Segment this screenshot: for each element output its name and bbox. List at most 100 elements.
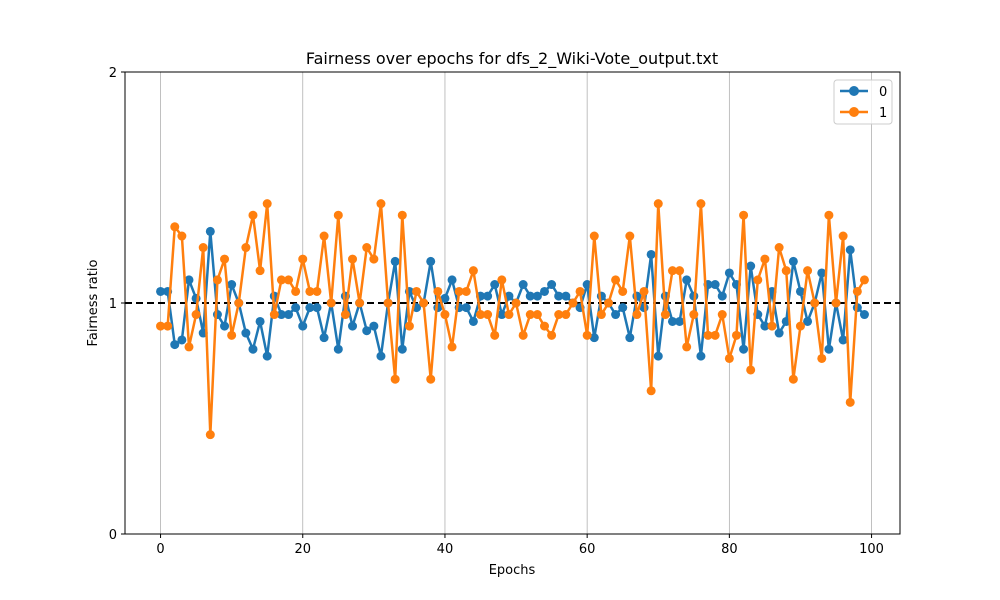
series-1-point [774,243,784,253]
x-tick-label: 100 [859,542,884,557]
series-1-point [490,330,500,340]
series-0-point [618,303,628,313]
series-0-point [248,344,258,354]
series-0-point [390,256,400,266]
series-1-point [234,298,244,308]
series-0-point [838,335,848,345]
series-0-point [483,291,493,301]
series-1-point [241,243,251,253]
series-0-point [746,261,756,271]
series-1-point [298,254,308,264]
series-0-point [319,333,329,343]
series-1-point [547,330,557,340]
series-1-point [724,353,734,363]
y-axis-label: Fairness ratio [86,260,101,347]
series-0-point [518,280,528,290]
series-0-point [177,335,187,345]
series-1-point [831,298,841,308]
series-0-point [795,286,805,296]
series-0-point [611,310,621,320]
chart-title: Fairness over epochs for dfs_2_Wiki-Vote… [306,49,718,69]
y-tick-label: 1 [109,297,117,312]
x-tick-label: 60 [579,542,596,557]
series-0-point [376,351,386,361]
series-0-point [156,286,166,296]
series-1-point [554,310,564,320]
series-1-point [646,386,656,396]
series-1-point [426,374,436,384]
series-0-point [305,303,315,313]
series-0-point [440,293,450,303]
series-1-point [781,266,791,276]
series-0-point [845,245,855,255]
series-1-point [419,298,429,308]
series-1-point [803,266,813,276]
series-0-point [625,333,635,343]
series-1-point [682,342,692,352]
series-0-point [774,328,784,338]
series-0-point [312,303,322,313]
series-1-point [156,321,166,331]
series-1-point [753,275,763,285]
series-1-point [795,321,805,331]
series-group [156,199,869,440]
series-1-point [788,374,798,384]
series-1-point [568,298,578,308]
series-1-point [170,222,180,232]
series-0-point [205,226,215,236]
series-0-point [540,286,549,296]
series-1-point [319,231,329,241]
series-1-point [746,365,756,375]
series-1-point [333,210,343,220]
series-1-point [220,254,230,264]
series-1-point [163,321,173,331]
series-1-point [191,310,201,320]
series-0-point [298,321,308,331]
series-0-point [739,344,749,354]
series-1-point [404,321,414,331]
series-1-point [184,342,194,352]
series-1-line [160,202,866,436]
series-0-point [184,275,194,285]
series-1-point [838,231,848,241]
series-1-point [525,310,535,320]
series-1-point [582,330,592,340]
series-1-point [262,199,272,209]
series-1-point [476,310,485,320]
series-1-point [639,286,649,296]
series-1-point [810,298,820,308]
series-1-point [739,210,749,220]
series-1-point [291,286,301,296]
series-0-point [525,291,535,301]
series-0-point [362,326,372,336]
series-1-point [362,243,372,253]
series-1-point [731,330,741,340]
series-0-point [561,291,571,301]
series-0-point [276,310,286,320]
series-0-point [447,275,457,285]
x-tick-label: 80 [721,542,738,557]
axis-ticks: 0 20 40 60 80 100 0 1 2 [109,66,884,557]
series-1-point [767,321,777,331]
series-1-point [312,286,322,296]
series-1-point [369,254,379,264]
series-1-point [447,342,457,352]
series-1-point [397,210,407,220]
series-0-point [397,344,407,354]
series-1-point [461,286,471,296]
series-0-point [255,316,265,326]
series-1-point [596,310,606,320]
x-tick-label: 20 [294,542,311,557]
series-0-point [497,310,507,320]
series-1-point [696,199,706,209]
series-1-point [198,243,208,253]
series-1-point [205,430,215,440]
series-0-point [653,351,663,361]
series-1-point [412,286,422,296]
x-axis-label: Epochs [489,563,536,578]
series-0-point [212,310,222,320]
series-1-point [540,321,549,331]
series-1-point [675,266,685,276]
series-1-point [483,310,493,320]
